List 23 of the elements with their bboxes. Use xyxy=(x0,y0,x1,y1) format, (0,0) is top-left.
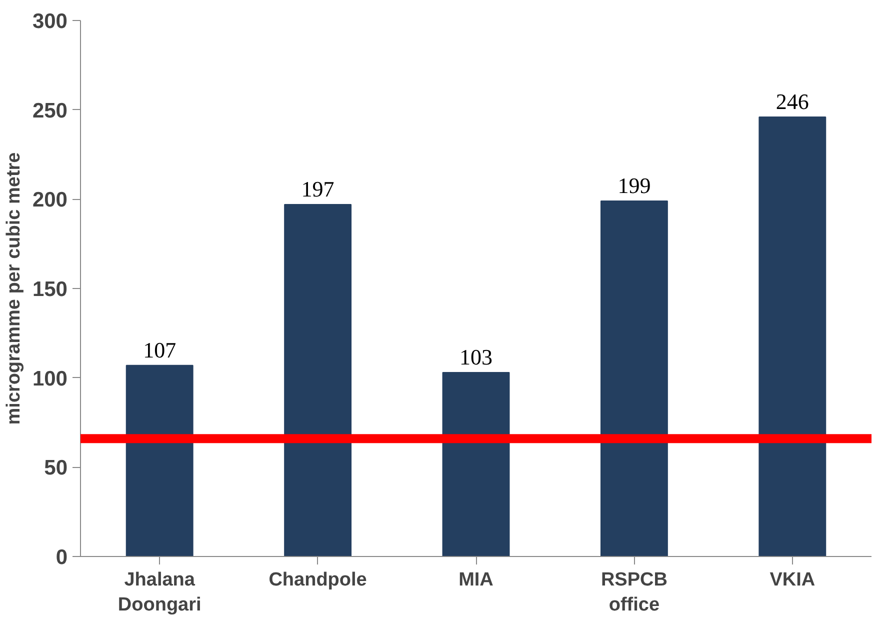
y-tick-label: 300 xyxy=(32,10,68,33)
y-tick-label: 50 xyxy=(44,456,68,480)
x-tick-label: MIA xyxy=(458,570,494,590)
y-tick-label: 200 xyxy=(32,188,68,212)
y-tick-label: 150 xyxy=(32,278,68,301)
bar xyxy=(442,372,510,556)
y-tick-label: 0 xyxy=(56,546,68,569)
x-tick-label: VKIA xyxy=(770,570,816,590)
bar xyxy=(126,364,194,556)
data-label: 246 xyxy=(776,88,809,114)
x-tick-label: Jhalana Doongari xyxy=(118,570,202,616)
bar xyxy=(600,200,668,556)
y-axis-title: microgramme per cubic metre xyxy=(3,152,24,425)
data-label: 197 xyxy=(301,176,334,202)
bar xyxy=(758,116,826,556)
x-tick-label: RSPCB office xyxy=(600,570,668,616)
data-label: 199 xyxy=(618,172,651,198)
x-tick-label: Chandpole xyxy=(268,570,367,590)
data-label: 103 xyxy=(460,344,492,370)
bar xyxy=(284,204,352,556)
y-tick-label: 250 xyxy=(32,99,68,122)
y-tick-label: 100 xyxy=(32,367,68,390)
data-label: 107 xyxy=(143,337,176,362)
